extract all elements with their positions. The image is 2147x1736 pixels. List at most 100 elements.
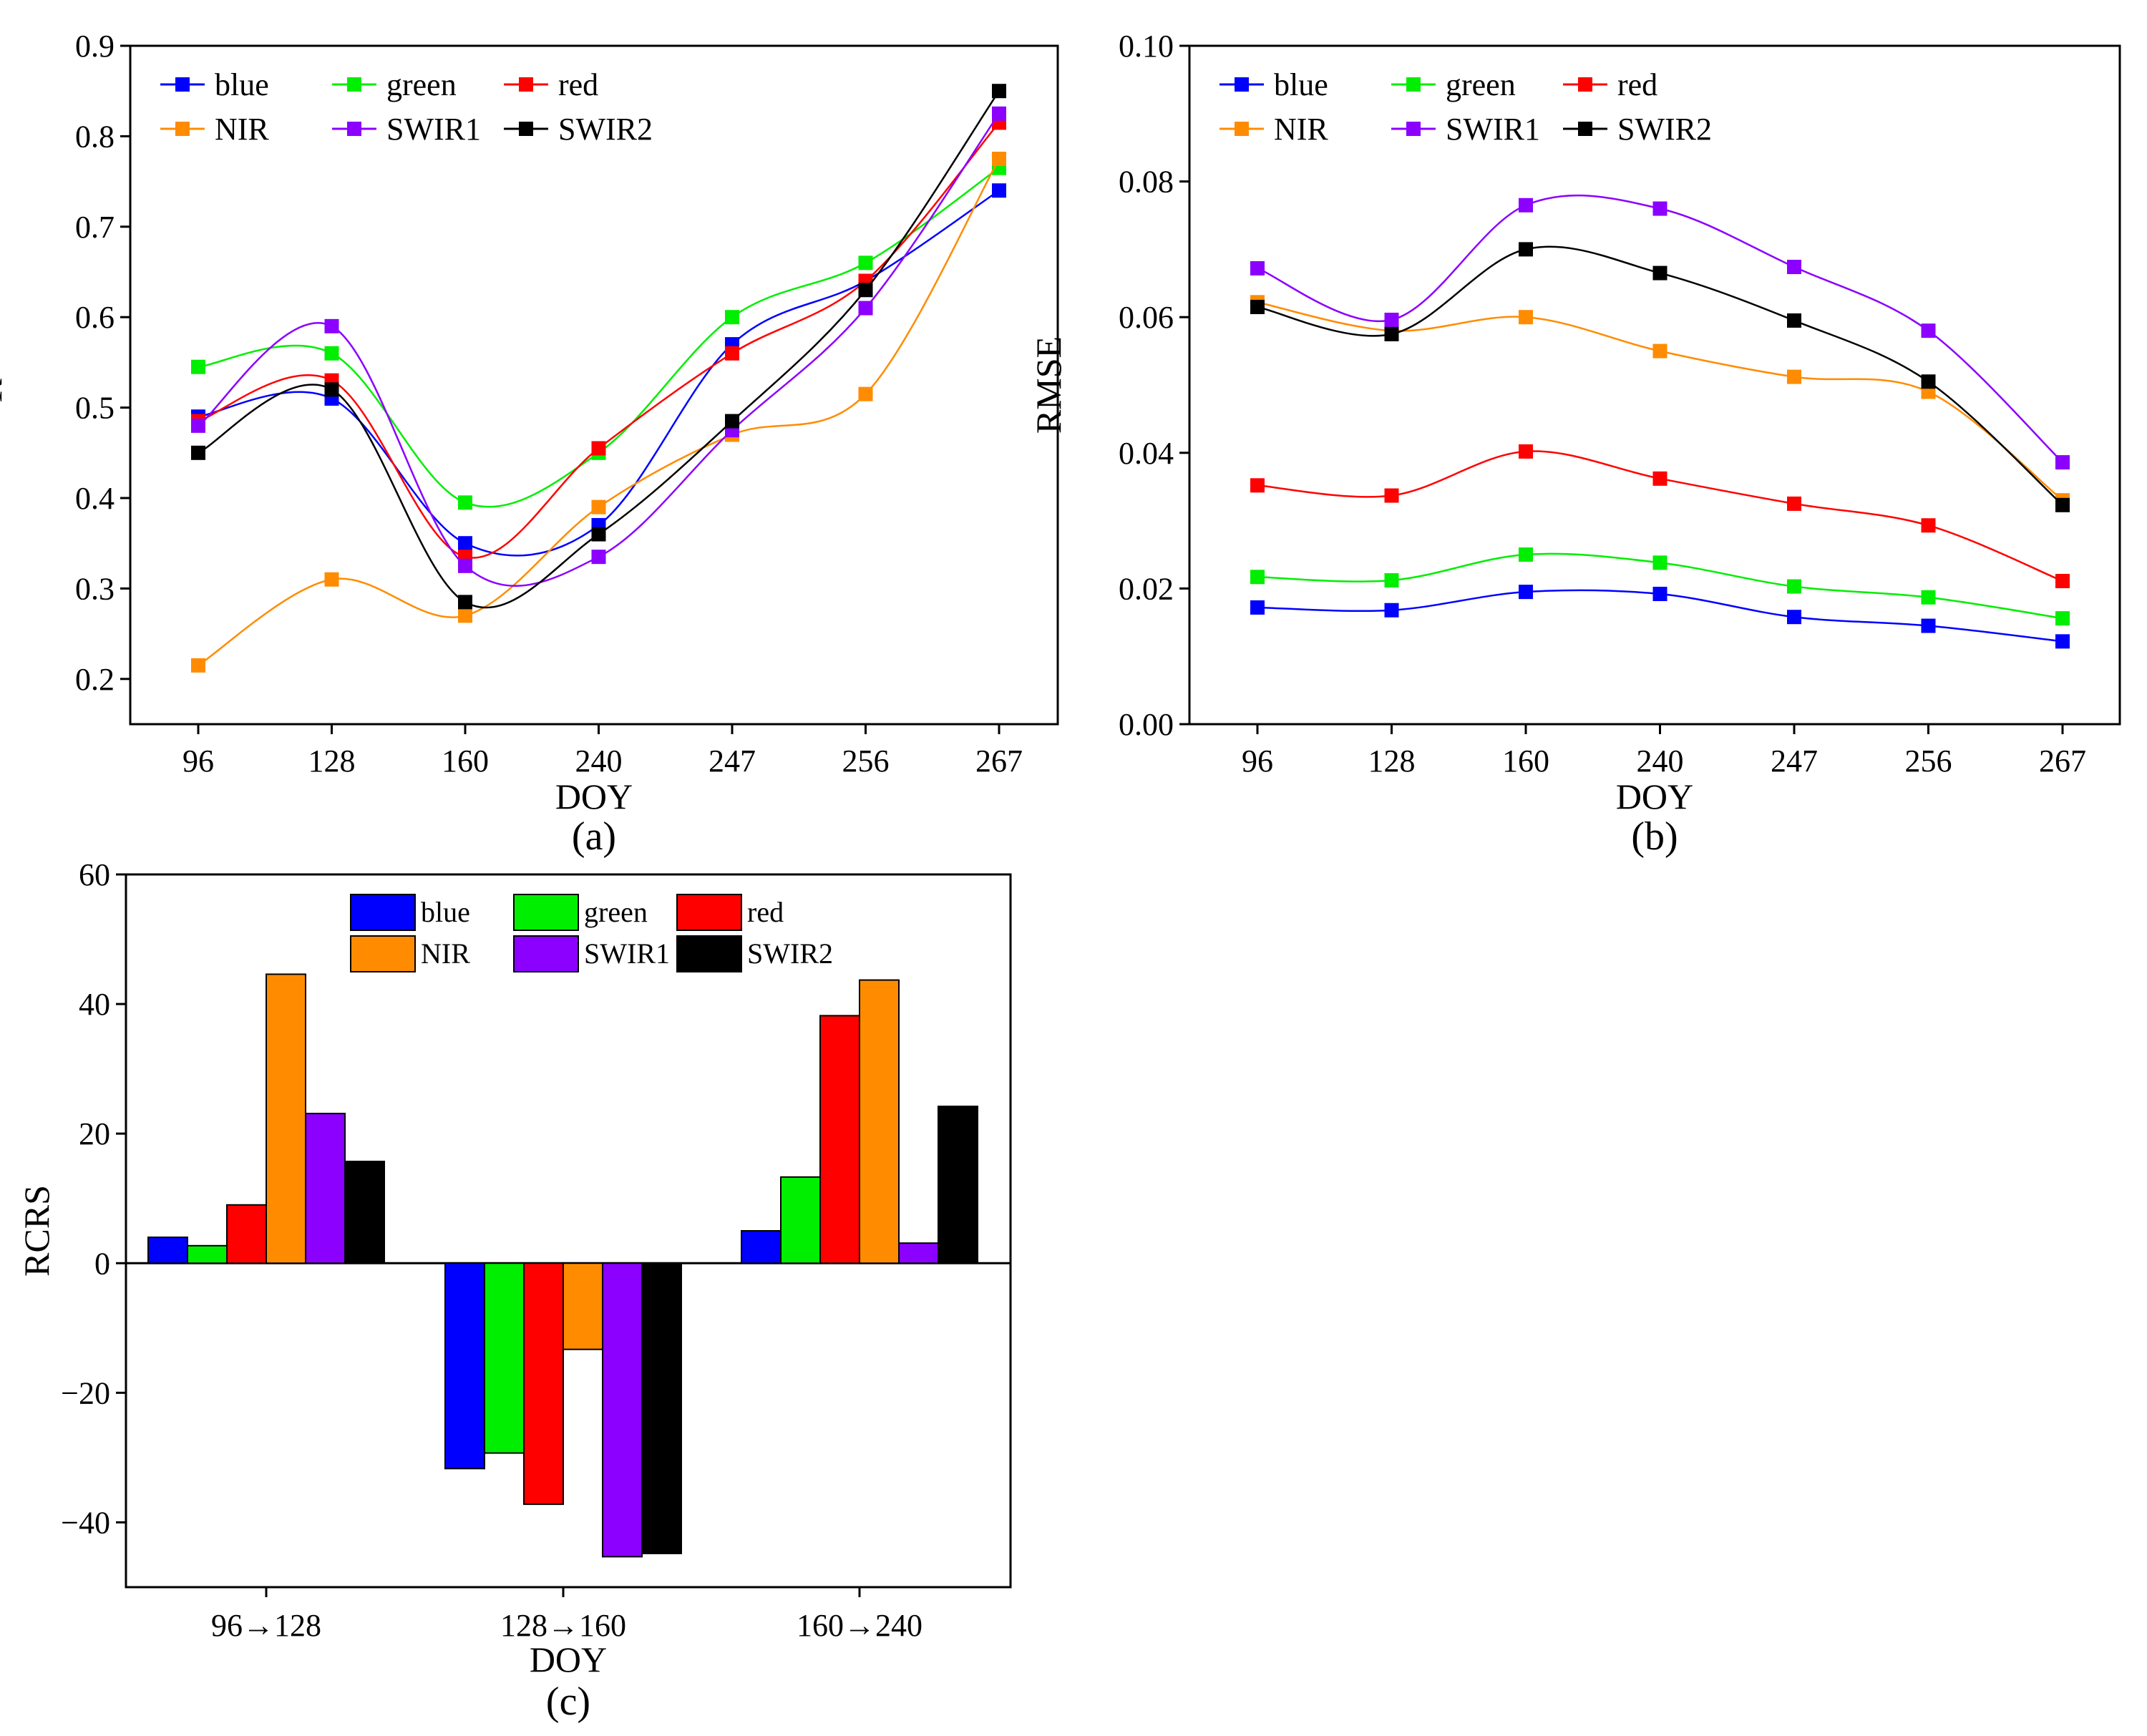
panel-c-y-tick-label: −40 [61,1505,110,1540]
panel-b-point-blue [1384,603,1399,618]
panel-a-point-swir2 [458,595,472,610]
panel-b-point-green [1250,570,1265,585]
panel-a-point-blue [992,183,1006,198]
panel-c-bar-swir1 [898,1242,939,1264]
panel-b-legend-label-swir2: SWIR2 [1617,112,1712,147]
panel-a-point-blue [458,536,472,551]
panel-b-point-blue [1921,618,1936,633]
panel-a-y-tick-label: 0.9 [75,29,115,64]
panel-b-point-green [1519,547,1533,562]
panel-a-x-tick-label: 96 [182,743,214,779]
panel-a-point-swir1 [191,418,205,433]
panel-a-point-green [725,310,739,325]
panel-a-point-swir1 [992,106,1006,121]
panel-c-bar-swir1 [602,1262,643,1558]
panel-a-legend-label-green: green [386,67,457,102]
panel-a-point-nir [591,499,606,515]
panel-b-point-blue [1652,586,1668,601]
panel-a-caption: (a) [572,814,616,859]
panel-b-point-swir2 [1250,299,1265,314]
panel-c-y-tick-label: 20 [79,1116,110,1151]
panel-a-y-tick-label: 0.4 [75,481,115,516]
panel-c-bar-swir2 [344,1161,385,1264]
panel-b-plot-frame [1188,44,2121,726]
panel-a-point-red [591,441,606,456]
panel-a-x-axis-label: DOY [555,776,633,816]
panel-a-legend-marker-swir2 [519,122,533,136]
panel-a-point-swir2 [992,84,1006,99]
panel-b-legend-label-red: red [1617,67,1657,102]
panel-b-legend-marker-swir1 [1406,122,1421,136]
panel-a-point-red [725,346,739,361]
panel-b-point-blue [1787,610,1801,625]
panel-b-point-swir1 [1652,201,1668,216]
panel-a-y-tick-label: 0.8 [75,119,115,154]
panel-a-legend-marker-nir [175,122,190,136]
panel-b-legend-label-nir: NIR [1274,112,1328,147]
panel-a-y-tick-label: 0.6 [75,300,115,335]
panel-a-x-tick-label: 256 [842,743,890,779]
panel-c-y-tick-label: 40 [79,987,110,1022]
panel-c-legend-swatch-red [676,894,742,931]
panel-a-legend-label-swir2: SWIR2 [558,112,653,147]
panel-a-point-swir2 [725,414,739,429]
panel-a-x-tick-label: 160 [442,743,489,779]
panel-a-legend-marker-blue [175,77,190,92]
panel-b-legend-label-blue: blue [1274,67,1328,102]
panel-a-point-nir [992,152,1006,166]
panel-c-rcrs-bar-chart: −40 −20 0 20 40 60 96→128 128→160 160→240 DOY(c) R… [16,857,1012,1724]
panel-b-point-swir2 [1921,374,1936,389]
panel-a-point-swir2 [858,283,873,298]
panel-b-point-swir2 [1384,326,1399,341]
panel-a-y-tick-label: 0.3 [75,571,115,606]
panel-a-point-swir2 [324,382,339,397]
panel-b-point-blue [1250,600,1265,615]
panel-a-y-tick-label: 0.5 [75,391,115,426]
panel-b-x-tick-label: 160 [1502,743,1549,779]
panel-c-y-axis-label: RCRS [16,1185,57,1277]
panel-a-plot-frame [129,44,1059,726]
panel-c-x-tick-label: 128→160 [500,1608,626,1643]
panel-c-legend-swatch-nir [350,935,416,972]
panel-b-point-swir1 [2055,455,2070,470]
panel-a-series-line-red [198,122,1000,559]
panel-a-legend-marker-green [347,77,361,92]
panel-a-point-nir [191,658,205,673]
panel-a-point-swir1 [458,558,472,573]
panel-a-x-tick-label: 247 [709,743,756,779]
panel-c-x-tick-label: 96→128 [211,1608,321,1643]
panel-a-y-tick-label: 0.2 [75,662,115,697]
panel-b-legend-label-green: green [1446,67,1516,102]
panel-b-point-nir [1652,343,1668,359]
panel-a-point-nir [858,386,873,401]
panel-b-x-axis-label: DOY [1616,776,1693,816]
panel-b-point-swir2 [1652,265,1668,281]
panel-b-point-green [1921,590,1936,605]
panel-b-x-tick-label: 128 [1368,743,1416,779]
panel-b-point-blue [1519,585,1533,600]
panel-b-y-tick-label: 0.04 [1119,436,1174,471]
panel-a-point-swir1 [324,318,339,333]
panel-c-legend-swatch-green [513,894,579,931]
panel-c-y-tick-label: −20 [61,1375,110,1410]
panel-c-plot-frame [125,873,1012,1589]
panel-b-point-red [1652,471,1668,486]
panel-b-point-green [1652,555,1668,570]
panel-b-point-red [1787,496,1801,511]
panel-a-legend-marker-swir1 [347,122,361,136]
panel-b-point-swir1 [1787,260,1801,275]
panel-b-legend-marker-nir [1235,122,1249,136]
panel-c-bar-green [780,1176,821,1264]
panel-c-legend-label-red: red [747,896,784,928]
panel-b-point-red [1921,518,1936,533]
panel-c-bar-blue [147,1237,188,1264]
panel-c-bar-red [226,1204,267,1264]
panel-b-point-red [2055,573,2070,588]
panel-b-legend-label-swir1: SWIR1 [1446,112,1540,147]
panel-b-rmse-line-chart: 0.00 0.02 0.04 0.06 0.08 0.10 96 128 160 240 247 25… [1028,29,2121,859]
panel-b-point-swir2 [1519,242,1533,257]
panel-b-x-tick-label: 247 [1771,743,1818,779]
panel-b-caption: (b) [1631,814,1678,859]
panel-c-x-axis-label: DOY [530,1639,607,1679]
